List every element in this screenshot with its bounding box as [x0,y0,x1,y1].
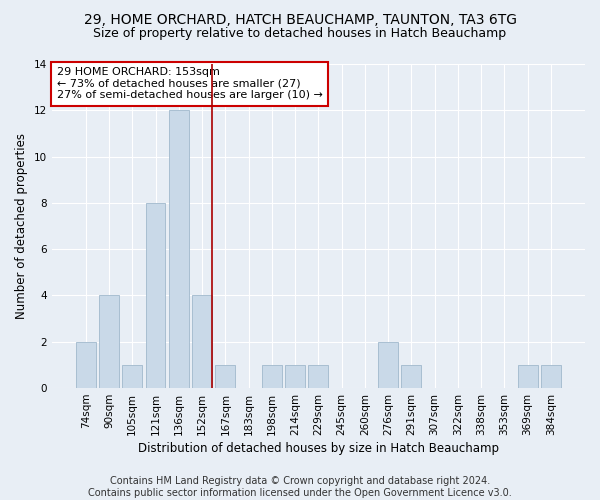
Bar [518,365,538,388]
Text: 29 HOME ORCHARD: 153sqm
← 73% of detached houses are smaller (27)
27% of semi-de: 29 HOME ORCHARD: 153sqm ← 73% of detache… [57,67,323,100]
Bar [401,365,421,388]
Text: 29, HOME ORCHARD, HATCH BEAUCHAMP, TAUNTON, TA3 6TG: 29, HOME ORCHARD, HATCH BEAUCHAMP, TAUNT… [83,12,517,26]
Bar [215,365,235,388]
Bar [192,296,212,388]
Bar [378,342,398,388]
Bar [285,365,305,388]
Bar [122,365,142,388]
Bar [146,203,166,388]
Bar [99,296,119,388]
Bar [541,365,561,388]
Bar [262,365,282,388]
Y-axis label: Number of detached properties: Number of detached properties [15,133,28,319]
Bar [169,110,188,388]
Bar [76,342,95,388]
Text: Contains HM Land Registry data © Crown copyright and database right 2024.
Contai: Contains HM Land Registry data © Crown c… [88,476,512,498]
Bar [308,365,328,388]
X-axis label: Distribution of detached houses by size in Hatch Beauchamp: Distribution of detached houses by size … [138,442,499,455]
Text: Size of property relative to detached houses in Hatch Beauchamp: Size of property relative to detached ho… [94,28,506,40]
